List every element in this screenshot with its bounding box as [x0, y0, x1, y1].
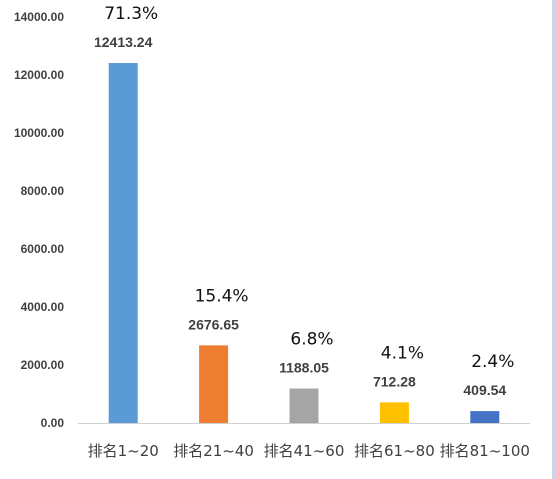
percent-label: 71.3%: [104, 4, 158, 24]
y-tick-label: 14000.00: [14, 10, 64, 24]
data-label: 1188.05: [279, 360, 329, 376]
bar: [379, 402, 409, 423]
y-tick-label: 4000.00: [21, 300, 65, 314]
data-label: 409.54: [463, 382, 506, 398]
bar: [199, 345, 229, 423]
data-label: 2676.65: [188, 316, 239, 332]
bar: [470, 411, 500, 423]
percent-label: 4.1%: [381, 343, 424, 363]
category-label: 排名41~60: [264, 442, 345, 460]
data-label: 712.28: [373, 373, 416, 389]
y-tick-label: 0.00: [41, 416, 65, 430]
percent-label: 2.4%: [471, 352, 514, 372]
y-tick-label: 6000.00: [21, 242, 65, 256]
y-tick-label: 8000.00: [21, 184, 65, 198]
bar: [108, 63, 138, 423]
percent-label: 6.8%: [290, 330, 333, 350]
percent-label: 15.4%: [195, 286, 249, 306]
category-label: 排名81~100: [440, 442, 530, 460]
y-tick-label: 12000.00: [14, 68, 64, 82]
y-tick-label: 10000.00: [14, 126, 64, 140]
bar: [289, 388, 319, 423]
y-tick-label: 2000.00: [21, 358, 65, 372]
category-label: 排名21~40: [173, 442, 254, 460]
category-label: 排名1~20: [88, 442, 159, 460]
category-label: 排名61~80: [354, 442, 435, 460]
data-label: 12413.24: [94, 34, 153, 50]
